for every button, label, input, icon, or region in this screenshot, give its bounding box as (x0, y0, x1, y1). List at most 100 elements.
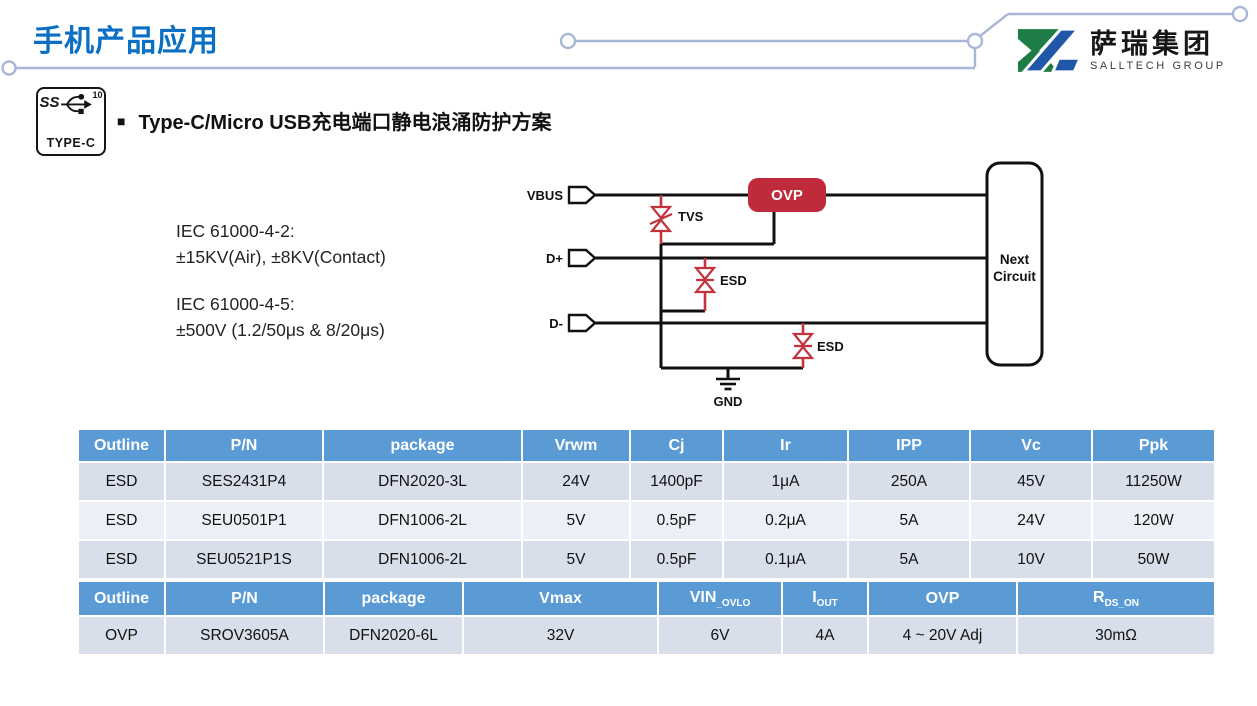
ss-label: SS (39, 94, 60, 111)
section-title: Type-C/Micro USB充电端口静电浪涌防护方案 (138, 112, 552, 134)
ss-superscript: 10 (92, 90, 103, 100)
usb-ss-logo: SS 10 (39, 90, 103, 115)
table-cell: 0.5pF (631, 502, 722, 539)
table-cell: 0.5pF (631, 541, 722, 578)
esd-diode-icon-dplus (693, 266, 717, 294)
typec-label: TYPE-C (46, 136, 96, 150)
decorative-trace (1, 5, 1249, 76)
table-cell: 50W (1093, 541, 1214, 578)
table-cell: 11250W (1093, 463, 1214, 500)
table-cell: 120W (1093, 502, 1214, 539)
esd-label-2: ESD (817, 339, 844, 354)
header-cell-outline: Outline (79, 582, 164, 615)
header-cell-package: package (325, 582, 462, 615)
tvs-diode-icon (649, 205, 673, 233)
table-cell: DFN1006-2L (324, 502, 521, 539)
table-row: ESD SEU0501P1 DFN1006-2L 5V 0.5pF 0.2μA … (79, 502, 1214, 539)
next-circuit-label-2: Circuit (993, 269, 1036, 284)
esd-label-1: ESD (720, 273, 747, 288)
header-cell-pn: P/N (166, 430, 322, 461)
table-cell: 6V (659, 617, 781, 654)
logo-company-name: 萨瑞集团 (1090, 29, 1214, 59)
table-cell: 5A (849, 502, 969, 539)
dminus-label: D- (549, 316, 563, 331)
header-main: R (1092, 588, 1105, 606)
table-row: ESD SEU0521P1S DFN1006-2L 5V 0.5pF 0.1μA… (79, 541, 1214, 578)
iec-4-5-value: ±500V (1.2/50μs & 8/20μs) (176, 320, 385, 340)
table-cell: 5A (849, 541, 969, 578)
table-cell: SEU0501P1 (166, 502, 322, 539)
iec-4-2-value: ±15KV(Air), ±8KV(Contact) (176, 247, 386, 267)
typec-badge: SS 10 TYPE-C (36, 87, 106, 156)
header-cell-outline: Outline (79, 430, 164, 461)
header-cell-pn: P/N (166, 582, 323, 615)
table-cell: 0.1μA (724, 541, 847, 578)
ovp-label: OVP (771, 187, 803, 204)
table-cell: 250A (849, 463, 969, 500)
table-cell: 45V (971, 463, 1091, 500)
table-cell: 4A (783, 617, 867, 654)
table-cell: ESD (79, 502, 164, 539)
header-cell-ipp: IPP (849, 430, 969, 461)
esd-table-header-row: Outline P/N package Vrwm Cj Ir IPP Vc Pp… (79, 430, 1214, 461)
table-cell: SROV3605A (166, 617, 323, 654)
header-cell-vrwm: Vrwm (523, 430, 629, 461)
ovp-block (748, 178, 826, 212)
table-cell: 4 ~ 20V Adj (869, 617, 1016, 654)
section-heading: ■ Type-C/Micro USB充电端口静电浪涌防护方案 (117, 106, 551, 135)
header-subscript: OUT (816, 597, 838, 609)
table-cell: 24V (971, 502, 1091, 539)
tvs-label: TVS (678, 209, 704, 224)
header-cell-rds-on: RDS_ON (1018, 582, 1214, 615)
table-cell: 5V (523, 541, 629, 578)
table-cell: SEU0521P1S (166, 541, 322, 578)
table-cell: 30mΩ (1018, 617, 1214, 654)
header-subscript: DS_ON (1104, 597, 1139, 609)
header-cell-vc: Vc (971, 430, 1091, 461)
table-cell: 5V (523, 502, 629, 539)
header-cell-ovp: OVP (869, 582, 1016, 615)
next-circuit-label-1: Next (1000, 252, 1030, 267)
spacer (176, 270, 386, 291)
table-cell: 24V (523, 463, 629, 500)
table-cell: 1μA (724, 463, 847, 500)
table-cell: ESD (79, 541, 164, 578)
ovp-table-header-row: Outline P/N package Vmax VIN_OVLO IOUT O… (79, 582, 1214, 615)
parts-tables: Outline P/N package Vrwm Cj Ir IPP Vc Pp… (77, 428, 1218, 656)
table-cell: ESD (79, 463, 164, 500)
table-cell: 0.2μA (724, 502, 847, 539)
header-cell-ir: Ir (724, 430, 847, 461)
iec-standards-text: IEC 61000-4-2: ±15KV(Air), ±8KV(Contact)… (176, 218, 386, 343)
table-row: OVP SROV3605A DFN2020-6L 32V 6V 4A 4 ~ 2… (79, 617, 1214, 654)
next-circuit-block (985, 161, 1044, 367)
table-cell: DFN2020-3L (324, 463, 521, 500)
header-cell-package: package (324, 430, 521, 461)
header-main: VIN (689, 588, 717, 606)
table-cell: OVP (79, 617, 164, 654)
table-cell: SES2431P4 (166, 463, 322, 500)
logo-text: 萨瑞集团 SALLTECH GROUP (1090, 29, 1226, 72)
table-cell: DFN1006-2L (324, 541, 521, 578)
ovp-parts-table: Outline P/N package Vmax VIN_OVLO IOUT O… (77, 580, 1216, 656)
signal-connectors (567, 185, 597, 333)
ground-icon (716, 377, 740, 391)
logo-company-name-en: SALLTECH GROUP (1090, 60, 1226, 72)
esd-diode-icon-dminus (791, 332, 815, 360)
company-logo: 萨瑞集团 SALLTECH GROUP (1016, 27, 1226, 74)
gnd-label: GND (714, 394, 743, 409)
header-cell-iout: IOUT (783, 582, 867, 615)
page-title: 手机产品应用 (33, 25, 219, 58)
usb-trident-icon (60, 93, 92, 115)
dplus-label: D+ (546, 251, 563, 266)
square-bullet-icon: ■ (117, 112, 126, 129)
header-cell-cj: Cj (631, 430, 722, 461)
header-cell-ppk: Ppk (1093, 430, 1214, 461)
table-cell: DFN2020-6L (325, 617, 462, 654)
logo-mark-icon (1017, 27, 1082, 74)
esd-parts-table: Outline P/N package Vrwm Cj Ir IPP Vc Pp… (77, 428, 1216, 580)
table-cell: 1400pF (631, 463, 722, 500)
header-cell-vin-ovlo: VIN_OVLO (659, 582, 781, 615)
table-cell: 32V (464, 617, 657, 654)
vbus-label: VBUS (527, 188, 563, 203)
